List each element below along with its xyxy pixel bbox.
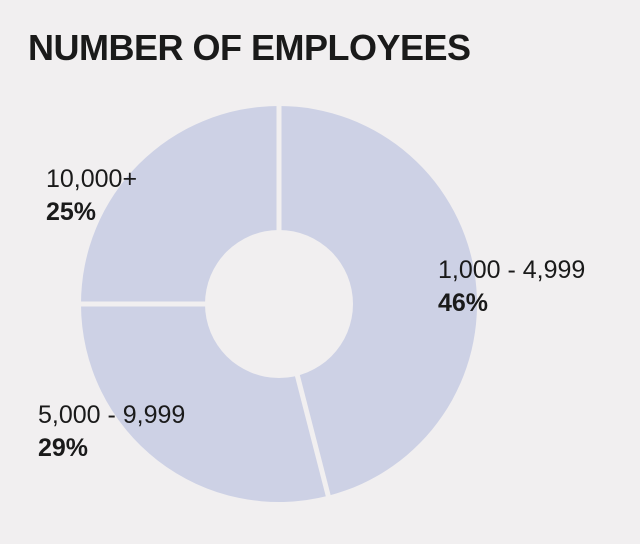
slice-percent-2: 29%: [38, 434, 88, 462]
donut-hole: [205, 230, 353, 378]
slice-label-1: 1,000 - 4,999: [438, 256, 585, 284]
donut-slice-1: [279, 106, 478, 496]
slice-labels: 1,000 - 4,999 46% 5,000 - 9,999 29% 10,000+ 2…: [38, 165, 585, 462]
slice-label-2: 5,000 - 9,999: [38, 401, 185, 429]
slice-label-3: 10,000+: [46, 165, 137, 193]
slice-percent-1: 46%: [438, 289, 488, 317]
slice-percent-3: 25%: [46, 198, 96, 226]
chart-title: NUMBER OF EMPLOYEES: [28, 27, 471, 68]
